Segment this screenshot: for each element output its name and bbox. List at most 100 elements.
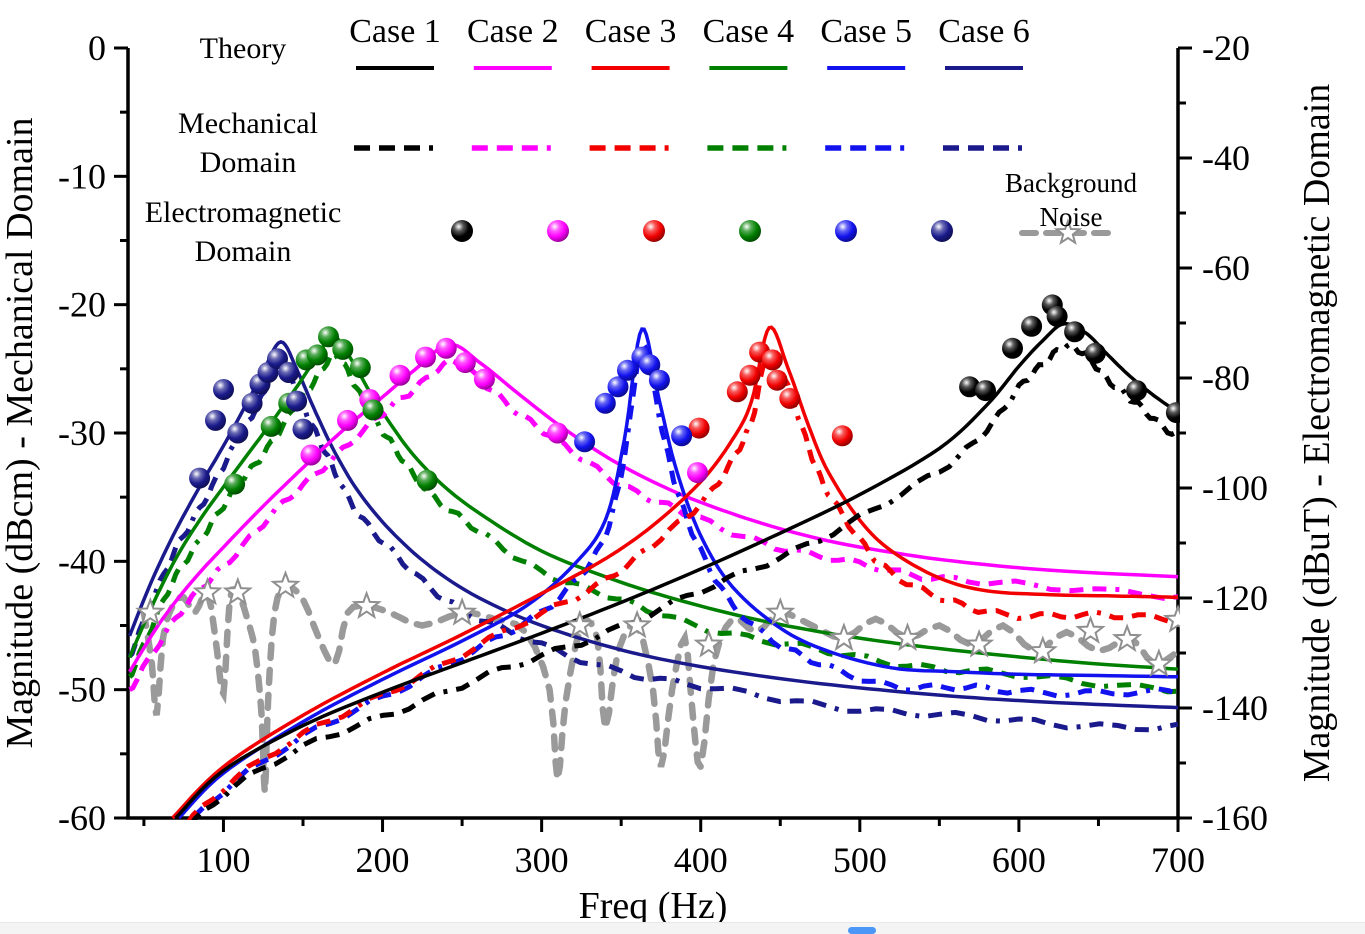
svg-text:400: 400 bbox=[674, 840, 728, 880]
em-sphere bbox=[389, 364, 411, 386]
svg-text:-100: -100 bbox=[1202, 468, 1268, 508]
legend-mechanical-label-line2: Domain bbox=[200, 146, 297, 179]
em-sphere bbox=[831, 425, 853, 447]
axis-tick-labels: 100 200 300 400 500 600 700 0 -10 -20 -30 -40 -50 -60… bbox=[58, 28, 1268, 880]
em-sphere bbox=[648, 369, 670, 391]
legend-background-noise-line2: Noise bbox=[1040, 202, 1103, 232]
noise-star bbox=[1111, 623, 1143, 653]
em-sphere bbox=[362, 399, 384, 421]
noise-star bbox=[828, 622, 860, 652]
svg-text:200: 200 bbox=[356, 840, 410, 880]
legend-em-swatch-3 bbox=[643, 220, 665, 242]
em-sphere bbox=[1165, 402, 1180, 424]
legend: Case 1 Case 2 Case 3 Case 4 Case 5 Case 6 bbox=[349, 13, 1121, 246]
em-sphere bbox=[224, 473, 246, 495]
legend-em-swatch-1 bbox=[451, 220, 473, 242]
em-sphere bbox=[292, 418, 314, 440]
svg-text:-80: -80 bbox=[1202, 358, 1250, 398]
em-sphere bbox=[227, 422, 249, 444]
em-sphere bbox=[286, 390, 308, 412]
mechanical-curve-case-5 bbox=[189, 337, 1180, 820]
noise-star bbox=[1075, 615, 1106, 644]
em-sphere bbox=[213, 379, 234, 400]
mechanical-curve-case-3 bbox=[186, 343, 1179, 820]
em-sphere bbox=[435, 337, 457, 359]
em-sphere bbox=[415, 346, 436, 368]
em-sphere bbox=[594, 392, 616, 414]
em-sphere bbox=[349, 357, 371, 379]
noise-star bbox=[1162, 604, 1180, 633]
svg-text:-20: -20 bbox=[1202, 28, 1250, 68]
legend-case-label-4: Case 4 bbox=[703, 13, 795, 50]
em-points-case-1 bbox=[959, 294, 1180, 424]
noise-star bbox=[446, 597, 478, 626]
em-sphere bbox=[739, 364, 761, 386]
legend-mechanical-label-line1: Mechanical bbox=[178, 107, 318, 140]
em-sphere bbox=[761, 349, 783, 371]
em-sphere bbox=[671, 425, 693, 447]
noise-star bbox=[1027, 635, 1058, 665]
noise-star bbox=[135, 596, 166, 626]
svg-text:100: 100 bbox=[196, 840, 250, 880]
em-sphere bbox=[1064, 321, 1086, 343]
background-noise-curve bbox=[140, 582, 1180, 793]
mechanical-curve-case-4 bbox=[127, 349, 1179, 695]
em-sphere bbox=[959, 376, 981, 398]
noise-star bbox=[270, 570, 301, 599]
noise-star bbox=[693, 628, 724, 658]
em-sphere bbox=[300, 444, 322, 466]
svg-text:700: 700 bbox=[1151, 840, 1205, 880]
em-points-case-6 bbox=[189, 348, 314, 489]
em-sphere bbox=[454, 352, 476, 374]
svg-text:300: 300 bbox=[515, 840, 569, 880]
noise-star bbox=[351, 590, 382, 620]
em-sphere bbox=[1126, 380, 1148, 402]
em-sphere bbox=[306, 344, 328, 366]
em-sphere bbox=[1002, 337, 1023, 359]
y-right-axis-title: Magnitude (dBuT) - Electromagnetic Domai… bbox=[1296, 84, 1338, 783]
x-axis-title: Freq (Hz) bbox=[579, 885, 728, 927]
legend-em-swatch-2 bbox=[547, 220, 569, 242]
em-points-case-3 bbox=[688, 341, 853, 447]
em-sphere bbox=[574, 431, 596, 453]
legend-em-swatch-4 bbox=[739, 220, 761, 242]
legend-case-label-2: Case 2 bbox=[467, 13, 559, 50]
theory-curve-case-5 bbox=[177, 327, 1179, 820]
em-sphere bbox=[337, 409, 358, 431]
legend-case-label-3: Case 3 bbox=[585, 13, 677, 50]
em-sphere bbox=[687, 462, 708, 484]
em-sphere bbox=[639, 354, 661, 376]
svg-text:0: 0 bbox=[88, 28, 106, 68]
em-sphere bbox=[766, 369, 788, 391]
legend-case-label-5: Case 5 bbox=[820, 13, 912, 50]
mechanical-curve-case-1 bbox=[191, 340, 1180, 820]
em-sphere bbox=[318, 326, 339, 348]
theory-curve-case-4 bbox=[127, 334, 1179, 671]
theory-curve-case-2 bbox=[128, 342, 1179, 673]
data-curves bbox=[127, 294, 1180, 820]
svg-text:-60: -60 bbox=[58, 798, 106, 838]
legend-em-swatch-5 bbox=[835, 220, 857, 242]
em-sphere bbox=[726, 381, 748, 403]
mechanical-curve-case-2 bbox=[128, 356, 1179, 692]
svg-text:500: 500 bbox=[833, 840, 887, 880]
em-sphere bbox=[241, 392, 263, 414]
noise-star bbox=[892, 622, 923, 652]
legend-theory-label: Theory bbox=[200, 32, 287, 65]
scroll-indicator[interactable] bbox=[848, 927, 876, 934]
svg-text:-40: -40 bbox=[1202, 138, 1250, 178]
em-sphere bbox=[688, 417, 710, 439]
chart-generated-content: 100 200 300 400 500 600 700 0 -10 -20 -30 -40 -50 -60… bbox=[58, 13, 1268, 880]
em-sphere bbox=[260, 415, 282, 437]
em-sphere bbox=[1084, 342, 1106, 364]
em-sphere bbox=[779, 387, 801, 409]
noise-star bbox=[621, 609, 653, 639]
noise-star bbox=[192, 576, 223, 606]
axis-ticks bbox=[114, 46, 1192, 832]
legend-electromagnetic-label-line2: Domain bbox=[195, 235, 292, 268]
legend-noise-star bbox=[1053, 218, 1083, 246]
window-edge-strip bbox=[0, 922, 1365, 934]
em-sphere bbox=[1046, 305, 1068, 327]
em-sphere bbox=[975, 380, 996, 402]
